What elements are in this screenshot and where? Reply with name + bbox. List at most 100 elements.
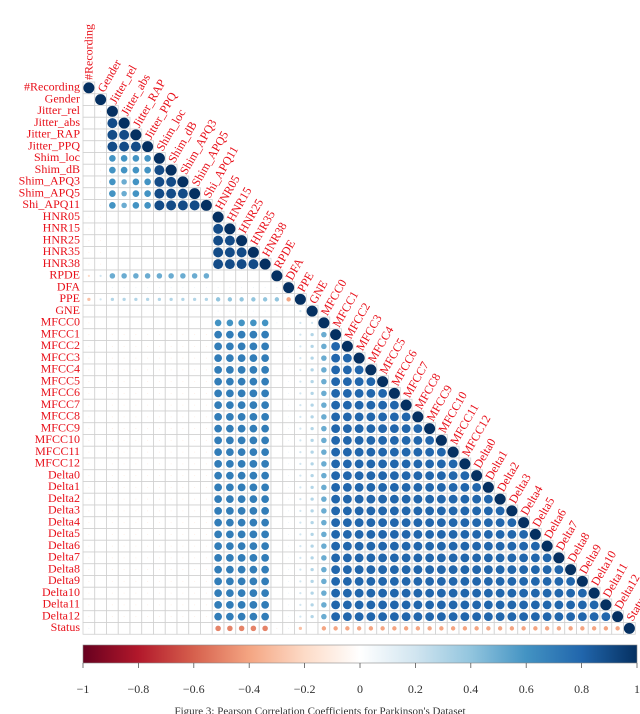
corr-circle (354, 553, 364, 563)
corr-circle (310, 485, 314, 490)
colorbar-tick-label: −0.8 (128, 682, 150, 696)
corr-circle (226, 448, 234, 456)
corr-circle (413, 565, 423, 575)
corr-circle (378, 541, 388, 551)
cell (270, 457, 284, 471)
corr-circle (180, 273, 186, 279)
cell (270, 516, 284, 529)
corr-circle (194, 545, 196, 547)
corr-circle (217, 310, 219, 312)
corr-circle (158, 545, 160, 547)
corr-circle (123, 533, 125, 535)
corr-circle (288, 463, 290, 465)
row-label: MFCC2 (41, 338, 80, 352)
corr-circle (413, 447, 423, 457)
corr-circle (530, 553, 540, 563)
corr-circle (354, 482, 364, 492)
corr-circle (389, 494, 399, 504)
corr-circle (214, 377, 222, 386)
corr-circle (111, 357, 113, 359)
cell (82, 175, 96, 189)
corr-circle (321, 496, 327, 502)
corr-circle (189, 188, 201, 200)
corr-circle (288, 334, 290, 336)
cell (94, 445, 107, 459)
corr-circle (111, 580, 113, 582)
corr-circle (331, 388, 341, 398)
cell (164, 257, 178, 271)
corr-circle (182, 592, 184, 594)
cell (141, 316, 154, 330)
corr-circle (589, 612, 599, 622)
corr-circle (261, 542, 269, 550)
corr-circle (261, 342, 269, 351)
corr-circle (237, 542, 246, 550)
corr-circle (158, 522, 160, 524)
corr-circle (238, 625, 245, 632)
corr-circle (310, 520, 314, 525)
corr-circle (519, 553, 529, 563)
colorbar-tick-label: −0.4 (238, 682, 260, 696)
corr-circle (252, 310, 254, 312)
corr-circle (135, 439, 137, 441)
corr-circle (299, 368, 302, 371)
corr-circle (170, 404, 172, 406)
corr-circle (249, 460, 258, 468)
corr-circle (331, 341, 341, 351)
corr-circle (226, 565, 234, 574)
corr-circle (519, 588, 529, 598)
corr-circle (261, 495, 269, 503)
row-label: Shim_loc (34, 150, 80, 164)
corr-circle (100, 122, 102, 124)
corr-circle (261, 483, 269, 492)
cell (235, 269, 248, 283)
corr-circle (123, 357, 125, 359)
corr-circle (170, 439, 172, 441)
corr-circle (158, 357, 160, 359)
corr-circle (388, 387, 400, 399)
corr-circle (170, 345, 172, 347)
corr-circle (439, 626, 444, 631)
corr-circle (310, 403, 314, 407)
corr-circle (123, 416, 125, 418)
corr-circle (226, 542, 234, 550)
cell (94, 351, 107, 365)
corr-circle (111, 486, 113, 488)
corr-circle (123, 381, 125, 383)
corr-circle (288, 522, 290, 524)
corr-circle (154, 176, 165, 187)
corr-circle (366, 471, 376, 481)
corr-circle (588, 587, 600, 599)
corr-circle (227, 625, 233, 632)
corr-circle (237, 589, 246, 597)
corr-circle (356, 626, 362, 631)
corr-circle (106, 105, 118, 117)
corr-circle (554, 565, 564, 575)
corr-circle (565, 564, 577, 576)
corr-circle (530, 600, 540, 610)
corr-circle (205, 580, 207, 582)
corr-circle (261, 413, 269, 421)
cell (82, 105, 96, 118)
corr-circle (120, 155, 128, 162)
corr-circle (460, 471, 470, 481)
corr-circle (261, 401, 269, 409)
cell (129, 234, 143, 247)
corr-circle (170, 604, 172, 606)
corr-circle (123, 604, 125, 606)
corr-circle (123, 439, 125, 441)
corr-circle (147, 475, 149, 477)
corr-circle (507, 518, 517, 528)
corr-circle (135, 545, 137, 547)
corr-circle (321, 355, 327, 361)
cell (117, 622, 131, 635)
corr-circle (118, 117, 130, 129)
corr-circle (111, 498, 113, 500)
corr-circle (250, 625, 257, 632)
cell (164, 234, 178, 247)
corr-circle (241, 310, 243, 312)
corr-circle (123, 592, 125, 594)
corr-circle (262, 297, 268, 302)
corr-circle (182, 334, 184, 336)
corr-circle (236, 235, 248, 247)
